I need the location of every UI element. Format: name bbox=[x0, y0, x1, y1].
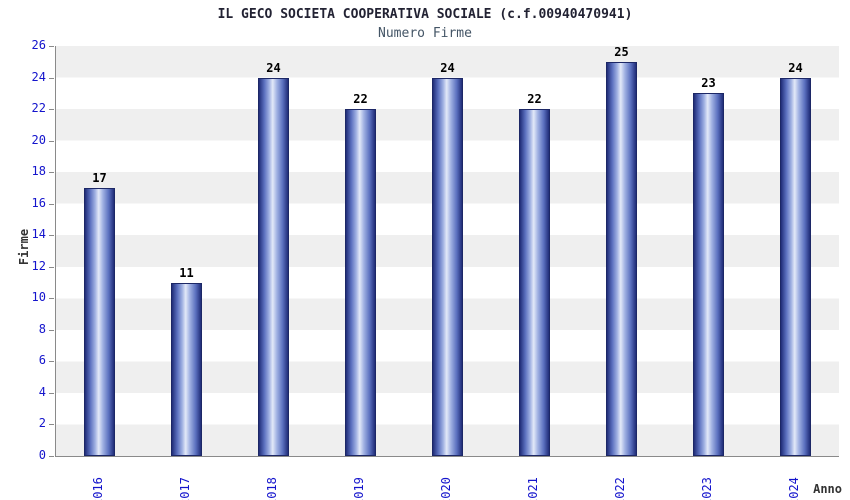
x-tick-label: 2022 bbox=[612, 477, 627, 500]
y-tick-mark bbox=[49, 424, 54, 426]
chart-title: IL GECO SOCIETA COOPERATIVA SOCIALE (c.f… bbox=[217, 7, 633, 22]
x-tick-label: 2023 bbox=[699, 477, 714, 500]
x-tick-label: 2019 bbox=[351, 477, 366, 500]
x-tick-label: 2024 bbox=[786, 477, 801, 500]
plot-area: 17 11 24 22 24 22 25 23 24 bbox=[55, 44, 839, 457]
bar-value-label: 22 bbox=[527, 92, 542, 107]
bar bbox=[519, 109, 550, 456]
bar bbox=[780, 77, 811, 456]
bar-value-label: 25 bbox=[614, 44, 629, 59]
y-tick-label: 6 bbox=[38, 353, 46, 368]
y-tick-mark bbox=[49, 46, 54, 47]
y-tick-label: 2 bbox=[38, 416, 46, 431]
y-tick-mark bbox=[49, 266, 54, 268]
y-tick-mark bbox=[49, 235, 54, 237]
y-tick-label: 14 bbox=[31, 227, 46, 242]
y-tick-label: 16 bbox=[31, 195, 46, 210]
y-tick-mark bbox=[49, 140, 54, 142]
y-tick-mark bbox=[49, 203, 54, 205]
bar-value-label: 22 bbox=[353, 92, 368, 107]
y-tick-label: 4 bbox=[38, 384, 46, 399]
y-tick-label: 18 bbox=[31, 164, 46, 179]
chart-subtitle: Numero Firme bbox=[378, 26, 472, 41]
y-tick-label: 12 bbox=[31, 258, 46, 273]
bar-value-label: 11 bbox=[179, 265, 194, 280]
y-tick-label: 20 bbox=[31, 132, 46, 147]
x-tick-label: 2021 bbox=[525, 477, 540, 500]
x-tick-label: 2017 bbox=[177, 477, 192, 500]
y-tick-mark bbox=[49, 392, 54, 394]
y-tick-mark bbox=[49, 361, 54, 363]
x-tick-label: 2016 bbox=[90, 477, 105, 500]
bar-value-label: 24 bbox=[440, 60, 455, 75]
y-tick-mark bbox=[49, 456, 54, 457]
y-tick-mark bbox=[49, 77, 54, 79]
y-tick-label: 0 bbox=[38, 448, 46, 462]
x-axis-title: Anno bbox=[813, 482, 842, 496]
bar bbox=[693, 93, 724, 456]
bar-value-label: 23 bbox=[701, 76, 716, 91]
bar bbox=[258, 77, 289, 456]
y-tick-label: 10 bbox=[31, 290, 46, 305]
y-tick-label: 8 bbox=[38, 321, 46, 336]
bar bbox=[171, 282, 202, 456]
bar bbox=[606, 61, 637, 456]
bar bbox=[345, 109, 376, 456]
y-tick-label: 26 bbox=[31, 38, 46, 52]
y-tick-label: 24 bbox=[31, 69, 46, 84]
bar-value-label: 17 bbox=[92, 170, 107, 185]
bar bbox=[432, 77, 463, 456]
bar-value-label: 24 bbox=[788, 60, 803, 75]
bar bbox=[84, 187, 115, 456]
y-tick-mark bbox=[49, 298, 54, 300]
x-tick-label: 2018 bbox=[264, 477, 279, 500]
y-tick-mark bbox=[49, 329, 54, 331]
x-tick-label: 2020 bbox=[438, 477, 453, 500]
y-tick-mark bbox=[49, 109, 54, 111]
y-tick-mark bbox=[49, 172, 54, 174]
bar-value-label: 24 bbox=[266, 60, 281, 75]
y-tick-label: 22 bbox=[31, 101, 46, 116]
